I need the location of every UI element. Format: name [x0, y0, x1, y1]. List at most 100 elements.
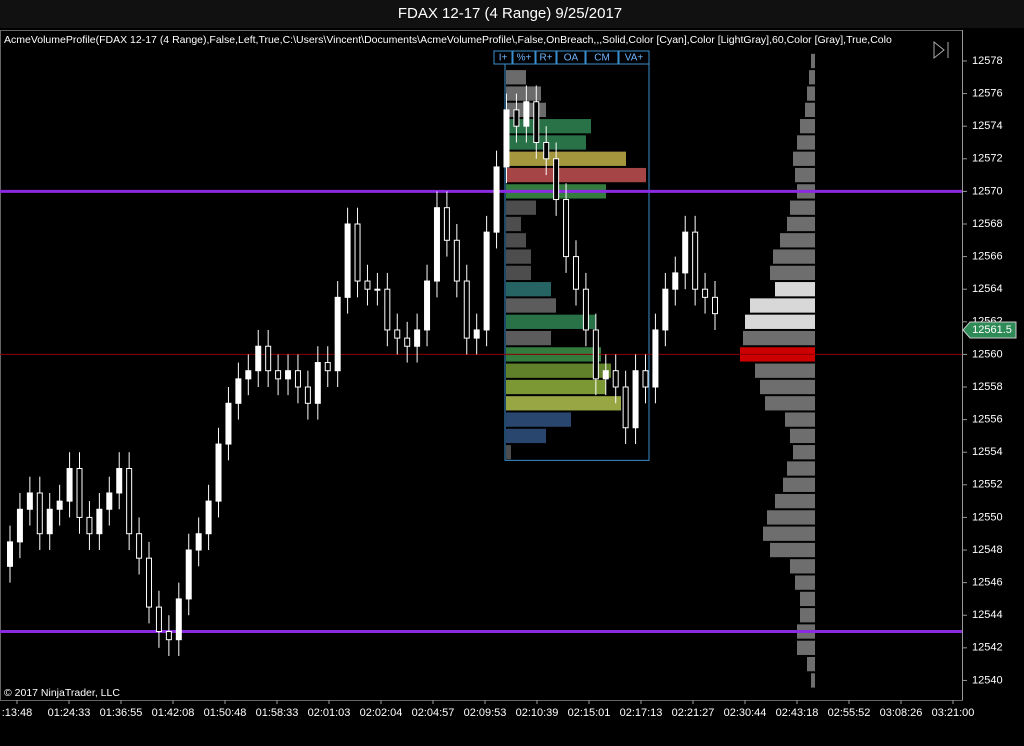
candle-body [304, 386, 311, 404]
last-price-label: 12561.5 [972, 324, 1012, 336]
plot-area [0, 30, 963, 701]
candle-body [553, 158, 560, 201]
button-label[interactable]: OA [564, 53, 579, 64]
x-tick-label: 02:55:52 [828, 707, 871, 719]
profile-bar [780, 233, 815, 248]
candle-body [275, 370, 282, 380]
profile-bar [797, 640, 815, 655]
toolbar-button[interactable]: I+ [493, 50, 513, 65]
profile-bar [811, 53, 815, 69]
x-tick-label: 01:42:08 [152, 707, 195, 719]
profile-bar [790, 200, 815, 215]
title-bar [0, 0, 1024, 28]
candle-body [572, 256, 579, 290]
session-profile-bar [506, 216, 521, 232]
last-price-tag [962, 321, 1017, 339]
profile-bar [805, 102, 815, 118]
candle-body [642, 370, 649, 388]
toolbar-button[interactable]: OA [556, 50, 586, 65]
y-tick-label: 12578 [972, 55, 1003, 67]
button-frame[interactable] [535, 50, 557, 65]
candle-body [255, 345, 262, 372]
button-label[interactable]: CM [594, 53, 610, 64]
profile-bar [807, 656, 815, 672]
candle-body [632, 370, 639, 429]
candle-body [225, 402, 232, 445]
y-tick-label: 12548 [972, 544, 1003, 556]
session-profile-bar [506, 167, 646, 183]
profile-bar [763, 526, 815, 541]
candle-body [106, 492, 113, 510]
toolbar-button[interactable]: CM [585, 50, 619, 65]
candle-body [582, 288, 589, 331]
button-label[interactable]: I+ [499, 53, 508, 64]
profile-bar [809, 70, 815, 85]
profile-bar [790, 559, 815, 574]
button-label[interactable]: R+ [539, 53, 552, 64]
button-frame[interactable] [512, 50, 536, 65]
toolbar-button[interactable]: %+ [512, 50, 536, 65]
candle-body [294, 370, 301, 388]
profile-bar [787, 216, 815, 232]
candle-body [265, 345, 272, 372]
x-tick-label: 02:01:03 [308, 707, 351, 719]
candle-body [672, 272, 679, 290]
session-profile-bar [506, 70, 526, 85]
profile-bar [745, 314, 815, 329]
x-tick-label: 02:30:44 [724, 707, 767, 719]
button-frame[interactable] [585, 50, 619, 65]
y-tick-label: 12572 [972, 153, 1003, 165]
candle-body [66, 468, 73, 502]
toolbar-button[interactable]: R+ [535, 50, 557, 65]
profile-bar [760, 379, 815, 395]
session-profile-bar [506, 412, 571, 427]
candle-body [592, 329, 599, 380]
session-profile-bar [506, 314, 596, 329]
toolbar-button[interactable]: VA+ [618, 50, 650, 65]
session-profile-bar [506, 200, 536, 215]
session-profile-bar [506, 249, 531, 264]
candle-body [424, 280, 431, 331]
profile-bar [790, 428, 815, 444]
x-tick-label: 03:21:00 [932, 707, 975, 719]
candle-body [185, 549, 192, 600]
session-profile-bar [506, 151, 626, 166]
profile-bar [773, 249, 815, 264]
profile-bar [800, 119, 815, 134]
button-label[interactable]: VA+ [625, 53, 644, 64]
chart-title: FDAX 12-17 (4 Range) 9/25/2017 [398, 5, 622, 22]
button-label[interactable]: %+ [517, 53, 532, 64]
x-tick-label: 03:08:26 [880, 707, 923, 719]
candle-body [86, 516, 93, 535]
candle-body [662, 288, 669, 331]
profile-bar [775, 493, 815, 509]
x-tick-label: 02:21:27 [672, 707, 715, 719]
y-tick-label: 12570 [972, 185, 1003, 197]
session-profile-bar [506, 265, 531, 281]
candle-body [702, 288, 709, 298]
candle-body [314, 362, 321, 404]
candle-body [533, 101, 540, 143]
candle-body [453, 239, 460, 282]
profile-bar [750, 298, 815, 313]
profile-bar [800, 608, 815, 623]
button-frame[interactable] [618, 50, 650, 65]
x-tick-label: 02:15:01 [568, 707, 611, 719]
y-tick-label: 12544 [972, 609, 1003, 621]
x-tick-label: 02:43:18 [776, 707, 819, 719]
y-tick-label: 12576 [972, 87, 1003, 99]
y-tick-label: 12550 [972, 511, 1003, 523]
button-frame[interactable] [556, 50, 586, 65]
profile-bar [811, 673, 815, 688]
profile-bar [775, 282, 815, 297]
scroll-icon[interactable] [933, 40, 945, 60]
candle-body [344, 223, 351, 298]
candle-body [433, 207, 440, 282]
button-frame[interactable] [493, 50, 513, 65]
candle-body [26, 492, 33, 510]
x-tick-label: 01:50:48 [204, 707, 247, 719]
candle-body [16, 508, 23, 543]
candle-body [155, 606, 162, 633]
profile-bar [770, 265, 815, 281]
x-tick-label: 02:10:39 [516, 707, 559, 719]
